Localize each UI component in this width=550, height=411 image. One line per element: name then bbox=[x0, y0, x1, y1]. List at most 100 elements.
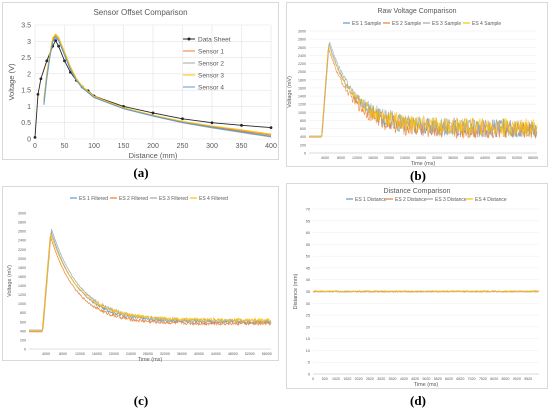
y-tick-label: 1000 bbox=[298, 111, 306, 115]
y-tick-label: 1400 bbox=[18, 284, 26, 288]
x-tick-label: 44000 bbox=[480, 156, 490, 160]
y-axis-label: Distance (mm) bbox=[293, 273, 299, 309]
x-axis-label: Distance (mm) bbox=[129, 151, 178, 160]
x-tick-label: 44000 bbox=[211, 352, 221, 356]
legend-label: Data Sheet bbox=[198, 37, 231, 44]
data-point bbox=[269, 126, 273, 129]
series-line bbox=[43, 36, 272, 137]
data-point bbox=[54, 39, 58, 43]
y-tick-label: 3 bbox=[27, 39, 31, 46]
x-tick-label: 4020 bbox=[400, 377, 408, 381]
series-line bbox=[29, 229, 272, 331]
y-tick-label: 2800 bbox=[18, 221, 26, 225]
data-point bbox=[45, 59, 49, 63]
legend-label: ES 1 Filtered bbox=[79, 196, 108, 202]
y-tick-label: 0.5 bbox=[21, 120, 31, 127]
x-tick-label: 56000 bbox=[262, 352, 272, 356]
y-tick-label: 0 bbox=[304, 152, 306, 156]
series-line bbox=[43, 33, 272, 136]
y-tick-label: 400 bbox=[20, 329, 26, 333]
x-tick-label: 300 bbox=[206, 143, 218, 150]
x-tick-label: 12000 bbox=[75, 352, 85, 356]
y-tick-label: 15 bbox=[306, 337, 310, 341]
y-tick-label: 20 bbox=[306, 325, 310, 329]
y-tick-label: 2 bbox=[27, 71, 31, 78]
y-tick-label: 2800 bbox=[298, 38, 306, 42]
x-tick-label: 7020 bbox=[468, 377, 476, 381]
x-tick-label: 3020 bbox=[377, 377, 385, 381]
x-tick-label: 8000 bbox=[59, 352, 67, 356]
x-tick-label: 36000 bbox=[177, 352, 187, 356]
series-line bbox=[43, 35, 272, 138]
x-tick-label: 0 bbox=[33, 143, 37, 150]
caption-d: (d) bbox=[410, 393, 426, 408]
chart-svg-a: 0 0.5 1 1.5 2 2.5 3 3.5 0 50 100 150 200 250 300 350 400… bbox=[7, 23, 277, 161]
y-tick-label: 1000 bbox=[18, 302, 26, 306]
data-point bbox=[240, 123, 243, 127]
x-tick-label: 350 bbox=[236, 143, 248, 150]
legend-label: ES 1 Distance bbox=[355, 197, 387, 203]
series-line bbox=[309, 47, 538, 139]
chart-svg-b: 0 200 400 600 800 1000 1200 1400 1600 1800 2000 220… bbox=[287, 21, 538, 167]
chart-panel-b: Raw Voltage Comparison 0 200 400 600 800 1000… bbox=[286, 2, 548, 167]
data-point bbox=[210, 121, 214, 125]
y-tick-label: 1400 bbox=[298, 95, 306, 99]
x-tick-label: 48000 bbox=[228, 352, 238, 356]
x-tick-label: 32000 bbox=[160, 352, 170, 356]
x-tick-label: 1020 bbox=[332, 377, 340, 381]
x-tick-label: 28000 bbox=[416, 156, 426, 160]
y-tick-label: 1800 bbox=[18, 266, 26, 270]
x-tick-label: 2020 bbox=[355, 377, 363, 381]
x-tick-label: 150 bbox=[118, 143, 130, 150]
chart-title-a: Sensor Offset Comparison bbox=[93, 8, 188, 17]
legend-label: ES 4 Sample bbox=[472, 21, 501, 27]
chart-panel-c: 0 200 400 600 800 1000 1200 1400 1600 1800 2000 220… bbox=[2, 186, 279, 362]
x-tick-label: 32000 bbox=[432, 156, 442, 160]
data-point bbox=[63, 59, 66, 63]
data-point bbox=[151, 111, 155, 115]
x-tick-label: 8020 bbox=[490, 377, 498, 381]
data-point bbox=[57, 44, 60, 48]
x-tick-label: 52000 bbox=[245, 352, 255, 356]
y-tick-label: 400 bbox=[300, 135, 306, 139]
x-tick-label: 16000 bbox=[368, 156, 378, 160]
x-tick-label: 3520 bbox=[389, 377, 397, 381]
y-tick-label: 2600 bbox=[298, 46, 306, 50]
x-tick-label: 24000 bbox=[400, 156, 410, 160]
x-tick-label: 5520 bbox=[434, 377, 442, 381]
y-tick-label: 10 bbox=[306, 349, 310, 353]
y-tick-label: 2600 bbox=[18, 230, 26, 234]
y-tick-label: 45 bbox=[306, 266, 310, 270]
y-tick-label: 25 bbox=[306, 314, 310, 318]
x-tick-label: 6520 bbox=[456, 377, 464, 381]
legend-label: ES 3 Filtered bbox=[159, 196, 188, 202]
x-tick-label: 4000 bbox=[321, 156, 329, 160]
x-tick-label: 50 bbox=[61, 143, 69, 150]
y-tick-label: 2200 bbox=[298, 62, 306, 66]
x-tick-label: 4520 bbox=[411, 377, 419, 381]
x-tick-label: 56000 bbox=[528, 156, 538, 160]
x-tick-label: 20000 bbox=[109, 352, 119, 356]
y-tick-label: 50 bbox=[306, 255, 310, 259]
legend-label: ES 2 Distance bbox=[395, 197, 427, 203]
x-tick-label: 1520 bbox=[343, 377, 351, 381]
y-tick-label: 1600 bbox=[18, 275, 26, 279]
y-tick-label: 3000 bbox=[298, 30, 306, 34]
series-line bbox=[312, 290, 540, 293]
y-tick-label: 800 bbox=[300, 119, 306, 123]
data-point bbox=[33, 135, 37, 139]
y-tick-label: 5 bbox=[308, 361, 310, 365]
y-tick-label: 2000 bbox=[298, 70, 306, 74]
x-tick-label: 8000 bbox=[337, 156, 345, 160]
y-tick-label: 600 bbox=[300, 127, 306, 131]
legend-label: Sensor 1 bbox=[198, 49, 224, 56]
legend-label: ES 1 Sample bbox=[352, 21, 381, 27]
caption-c: (c) bbox=[133, 393, 149, 408]
series-line bbox=[29, 233, 272, 332]
legend-label: Sensor 4 bbox=[198, 85, 224, 92]
y-tick-label: 2400 bbox=[18, 239, 26, 243]
y-axis-label: Voltage (mV) bbox=[7, 265, 13, 297]
y-tick-label: 1.5 bbox=[21, 88, 31, 95]
y-tick-label: 30 bbox=[306, 302, 310, 306]
series-line bbox=[309, 41, 538, 138]
